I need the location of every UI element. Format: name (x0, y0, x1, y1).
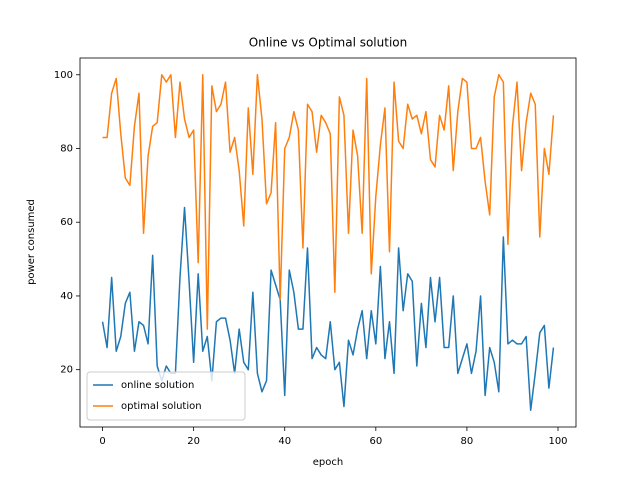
y-axis-label: power consumed (26, 199, 37, 285)
x-tick-label: 60 (369, 436, 382, 447)
y-tick-label: 80 (60, 143, 73, 154)
x-axis-label: epoch (313, 457, 343, 468)
legend-box (86, 371, 246, 421)
legend-label: online solution (121, 380, 194, 391)
x-tick-label: 0 (99, 436, 105, 447)
plot-frame (79, 57, 577, 428)
x-tick-label: 40 (278, 436, 291, 447)
series-line (102, 74, 555, 330)
series-line (101, 206, 555, 411)
x-tick-label: 20 (187, 436, 200, 447)
y-tick-label: 20 (60, 365, 73, 376)
x-tick-label: 80 (461, 436, 474, 447)
legend-label: optimal solution (121, 401, 202, 412)
y-tick-label: 100 (54, 70, 73, 81)
x-tick-label: 100 (548, 436, 567, 447)
y-tick-label: 60 (60, 217, 73, 228)
y-tick-label: 40 (60, 291, 73, 302)
chart-title: Online vs Optimal solution (249, 36, 408, 50)
